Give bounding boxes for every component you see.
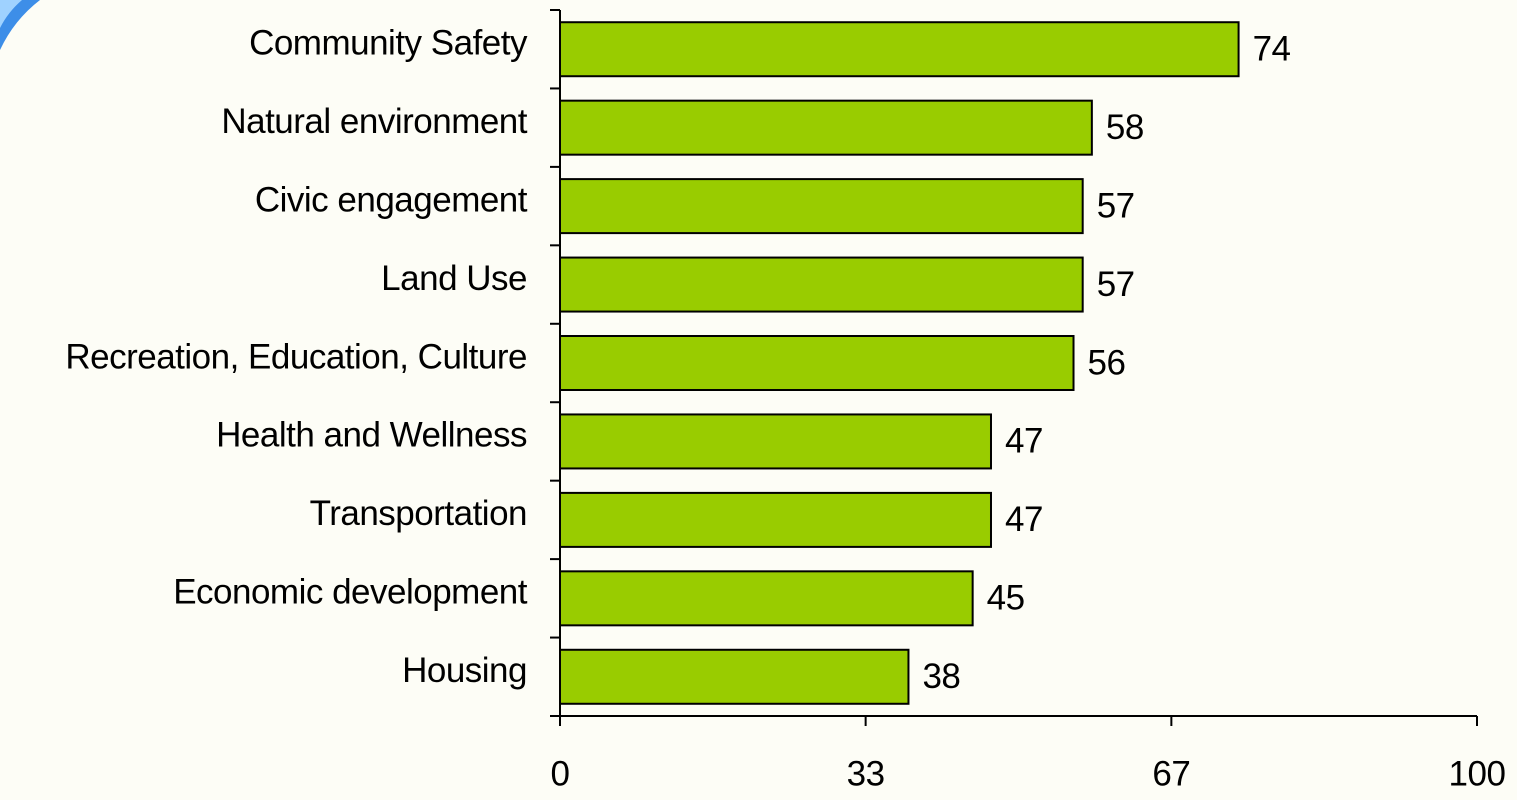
x-tick-label: 67	[1152, 754, 1190, 793]
y-tick-label: Health and Wellness	[216, 416, 527, 455]
data-label: 58	[1106, 108, 1144, 147]
y-tick-label: Recreation, Education, Culture	[65, 337, 527, 376]
x-tick-label: 33	[847, 754, 885, 793]
data-label: 38	[922, 657, 960, 696]
bar	[559, 21, 1240, 78]
data-label: 45	[987, 579, 1025, 618]
bar	[559, 570, 974, 627]
y-tick-label: Housing	[402, 651, 527, 690]
bar	[559, 178, 1084, 235]
decoration	[0, 0, 22, 28]
bar	[559, 335, 1075, 391]
x-tick-label: 100	[1449, 754, 1506, 793]
data-label: 47	[1005, 422, 1043, 461]
x-tick-label: 0	[551, 754, 570, 793]
bar	[559, 99, 1093, 156]
data-label: 57	[1097, 265, 1135, 304]
decoration	[0, 0, 40, 50]
data-label: 57	[1097, 186, 1135, 225]
data-label: 74	[1253, 29, 1291, 68]
data-label: 56	[1088, 343, 1126, 382]
bar	[559, 413, 992, 470]
y-tick-label: Natural environment	[221, 102, 527, 141]
y-tick-label: Transportation	[310, 494, 527, 533]
y-tick-label: Community Safety	[249, 23, 528, 62]
y-tick-label: Land Use	[381, 259, 527, 298]
bar	[559, 648, 910, 705]
bar	[559, 491, 992, 548]
data-label: 47	[1005, 500, 1043, 539]
bar	[559, 256, 1084, 313]
y-tick-label: Civic engagement	[255, 180, 528, 219]
y-tick-label: Economic development	[173, 573, 528, 612]
